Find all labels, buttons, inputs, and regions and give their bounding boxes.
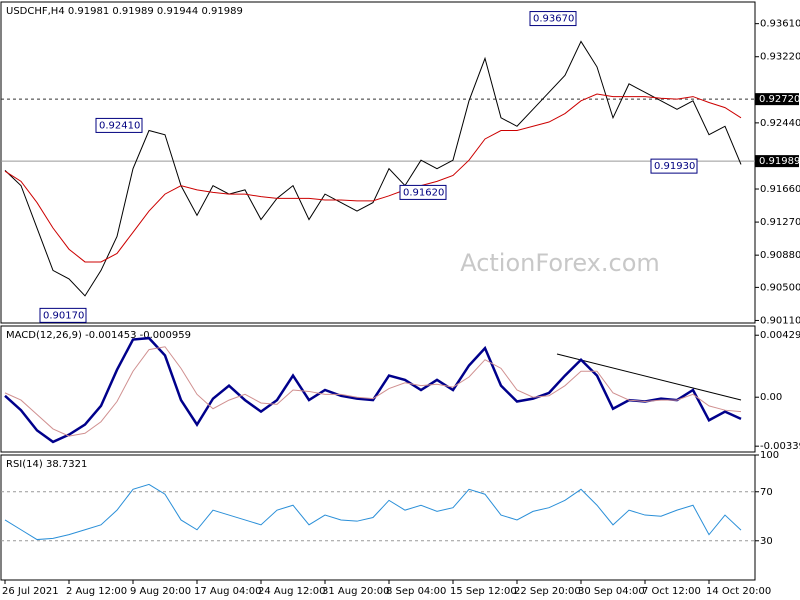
y-tick-label: 0.91660 (760, 184, 800, 195)
watermark: ActionForex.com (460, 249, 660, 277)
y-tick-label: 70 (760, 487, 773, 498)
y-tick-label: 0.00 (760, 392, 782, 403)
price-line (4, 40, 742, 297)
x-tick-label: 30 Sep 04:00 (578, 586, 645, 597)
indicator-line (4, 336, 742, 444)
x-tick-label: 9 Aug 20:00 (130, 586, 191, 597)
price-marker (755, 155, 799, 168)
rsi-panel (0, 454, 756, 581)
annotation-box (39, 307, 87, 323)
y-tick-label: 0.93610 (760, 19, 800, 30)
annotation-box (95, 117, 143, 133)
indicator-line (4, 346, 742, 437)
price-marker-label: 0.92720 (759, 94, 800, 105)
x-tick-label: 31 Aug 20:00 (322, 586, 389, 597)
trend-line (556, 353, 742, 401)
annotation-box (399, 184, 447, 200)
annotation-label: 0.93670 (533, 14, 574, 25)
price-marker-label: 0.91989 (759, 156, 800, 167)
y-tick-label: 0.90500 (760, 282, 800, 293)
annotation-label: 0.91620 (403, 187, 444, 198)
annotation-label: 0.90170 (43, 310, 84, 321)
annotation-label: 0.91930 (654, 161, 695, 172)
y-tick-label: 30 (760, 536, 773, 547)
y-tick-label: 100 (760, 450, 779, 461)
x-tick-label: 17 Aug 04:00 (194, 586, 261, 597)
x-tick-label: 7 Oct 12:00 (642, 586, 701, 597)
macd-panel (0, 325, 756, 453)
indicator-line (4, 483, 742, 541)
macd-title: MACD(12,26,9) -0.001453 -0.000959 (6, 330, 191, 341)
x-tick-label: 2 Aug 12:00 (66, 586, 127, 597)
annotation-box (650, 158, 698, 174)
annotation-label: 0.92410 (99, 120, 140, 131)
y-tick-label: -0.003396 (760, 441, 800, 452)
y-tick-label: 0.90880 (760, 250, 800, 261)
y-tick-label: 0.93220 (760, 52, 800, 63)
price-title: USDCHF,H4 0.91981 0.91989 0.91944 0.9198… (6, 6, 243, 17)
x-tick-label: 26 Jul 2021 (2, 586, 59, 597)
y-tick-label: 0.004299 (760, 330, 800, 341)
y-tick-label: 0.92440 (760, 118, 800, 129)
y-tick-label: 0.90110 (760, 315, 800, 326)
x-tick-label: 24 Aug 12:00 (258, 586, 325, 597)
rsi-title: RSI(14) 38.7321 (6, 459, 87, 470)
annotation-box (529, 11, 577, 27)
x-tick-label: 22 Sep 20:00 (514, 586, 581, 597)
y-tick-label: 0.91270 (760, 217, 800, 228)
price-marker (755, 93, 799, 106)
x-tick-label: 14 Oct 20:00 (706, 586, 771, 597)
x-tick-label: 8 Sep 04:00 (386, 586, 446, 597)
x-tick-label: 15 Sep 12:00 (450, 586, 517, 597)
indicator-line (4, 93, 742, 263)
